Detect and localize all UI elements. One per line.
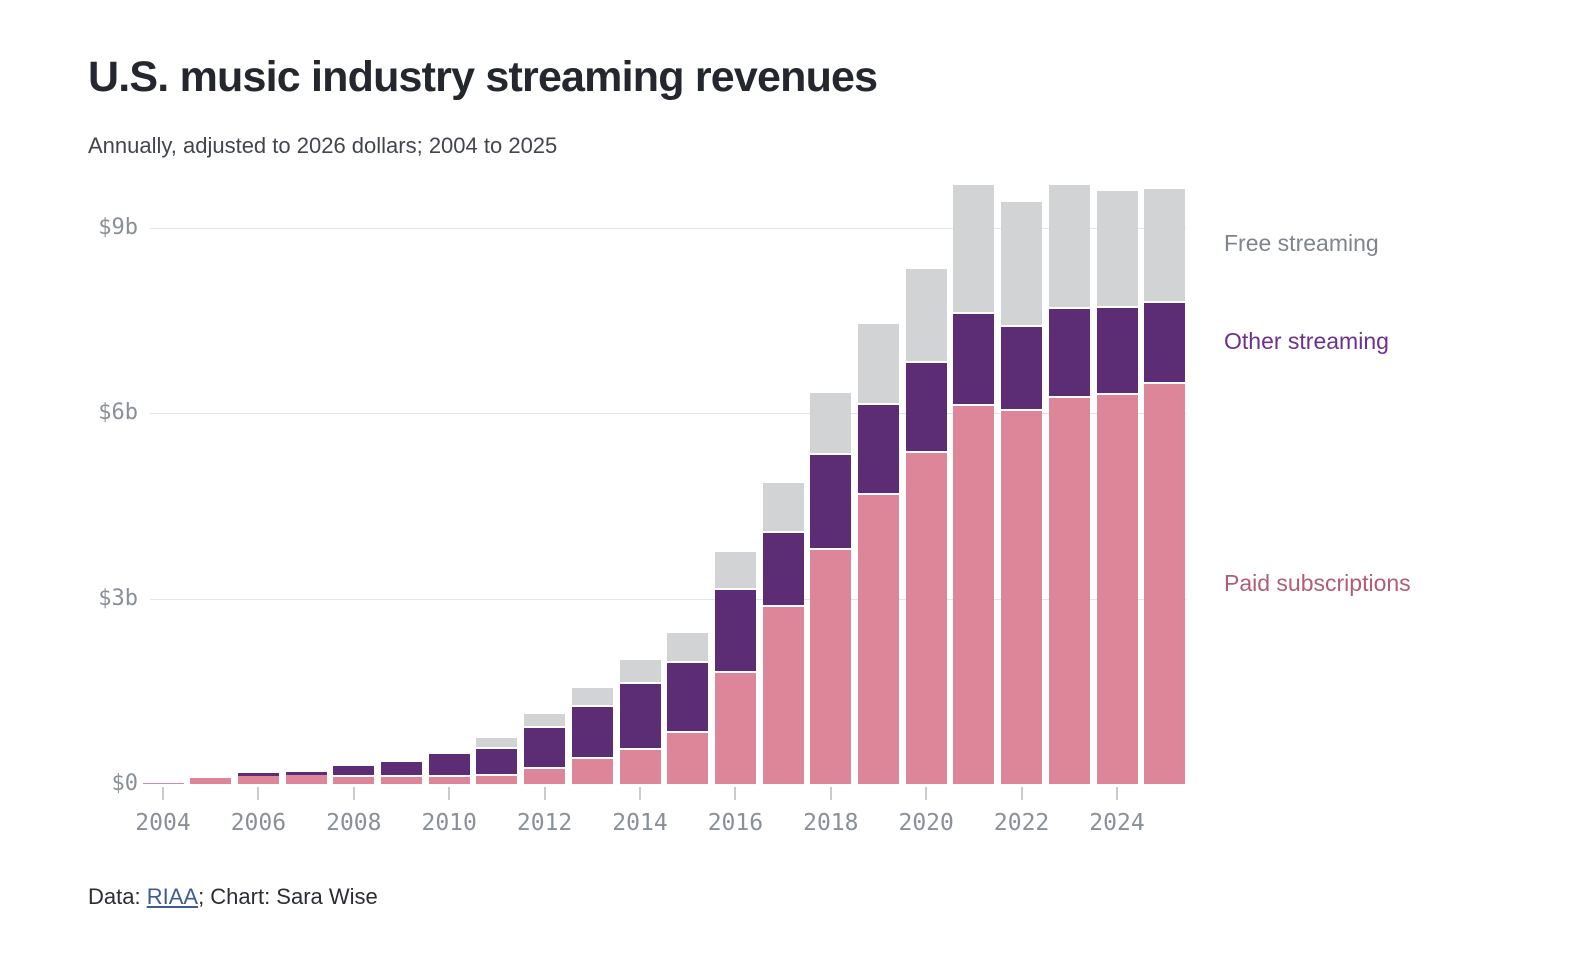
chart-title: U.S. music industry streaming revenues: [88, 53, 878, 101]
bar-segment-free-streaming-2018: [810, 392, 852, 455]
x-tick-label-2010: 2010: [421, 810, 477, 836]
bar-segment-paid-subscriptions-2016: [714, 673, 756, 784]
bar-segment-free-streaming-2015: [667, 632, 709, 664]
x-tick-2020: [925, 787, 928, 800]
bar-segment-other-streaming-2016: [714, 589, 756, 674]
bar-segment-paid-subscriptions-2007: [285, 774, 327, 784]
bar-segment-free-streaming-2011: [476, 738, 518, 749]
bar-segment-other-streaming-2015: [667, 663, 709, 734]
y-tick-label-0: $0: [111, 771, 139, 796]
x-tick-label-2018: 2018: [803, 810, 859, 836]
bar-segment-free-streaming-2014: [619, 659, 661, 684]
bar-segment-other-streaming-2013: [571, 706, 613, 760]
x-tick-2012: [543, 787, 546, 800]
bar-segment-other-streaming-2012: [524, 728, 566, 769]
bar-segment-other-streaming-2017: [762, 533, 804, 608]
gridline-6b: [150, 413, 1186, 415]
legend-paid-subscriptions: Paid subscriptions: [1224, 570, 1411, 596]
x-tick-2018: [829, 787, 832, 800]
bar-segment-free-streaming-2023: [1048, 184, 1090, 310]
bar-segment-paid-subscriptions-2024: [1096, 395, 1138, 784]
bar-segment-paid-subscriptions-2008: [333, 776, 375, 784]
bar-segment-paid-subscriptions-2015: [667, 733, 709, 784]
bar-segment-paid-subscriptions-2018: [810, 549, 852, 784]
bar-segment-paid-subscriptions-2006: [237, 775, 279, 784]
x-tick-2004: [162, 787, 164, 800]
bar-segment-paid-subscriptions-2013: [571, 759, 613, 784]
bar-segment-free-streaming-2021: [953, 184, 995, 315]
bar-segment-other-streaming-2010: [428, 753, 470, 777]
bar-segment-other-streaming-2019: [858, 405, 899, 495]
x-tick-label-2006: 2006: [230, 810, 287, 836]
bar-segment-paid-subscriptions-2005: [190, 777, 232, 784]
bar-segment-free-streaming-2013: [571, 687, 613, 707]
bar-segment-paid-subscriptions-2004: [142, 782, 184, 784]
bar-segment-other-streaming-2020: [905, 362, 947, 453]
bar-segment-paid-subscriptions-2010: [428, 776, 470, 784]
y-tick-label-6b: $6b: [98, 400, 138, 426]
source-link-riaa[interactable]: RIAA: [146, 884, 199, 909]
bar-segment-other-streaming-2023: [1048, 309, 1090, 398]
legend-other-streaming: Other streaming: [1224, 328, 1389, 354]
source-prefix: Data:: [88, 884, 147, 909]
gridline-9b: [150, 227, 1186, 229]
legend-free-streaming: Free streaming: [1224, 230, 1379, 256]
source-line: Data: RIAA; Chart: Sara Wise: [88, 884, 378, 910]
bar-segment-free-streaming-2020: [905, 269, 947, 363]
x-tick-2008: [352, 787, 355, 800]
gridline-3b: [150, 598, 1186, 600]
bar-segment-paid-subscriptions-2023: [1048, 397, 1090, 784]
bar-segment-free-streaming-2019: [858, 324, 899, 406]
x-tick-2016: [734, 787, 737, 800]
bar-segment-paid-subscriptions-2021: [953, 405, 995, 784]
x-tick-label-2012: 2012: [516, 810, 573, 836]
x-tick-label-2020: 2020: [898, 810, 954, 836]
bar-segment-other-streaming-2009: [381, 761, 422, 777]
bar-segment-paid-subscriptions-2017: [762, 607, 804, 784]
bar-segment-other-streaming-2014: [619, 683, 661, 750]
source-suffix: ; Chart: Sara Wise: [198, 884, 378, 909]
x-tick-label-2008: 2008: [326, 810, 382, 836]
y-tick-label-9b: $9b: [98, 214, 138, 240]
bar-segment-paid-subscriptions-2025: [1144, 383, 1186, 784]
bar-segment-other-streaming-2006: [237, 773, 279, 776]
bar-segment-free-streaming-2022: [1001, 202, 1043, 327]
bar-segment-paid-subscriptions-2012: [524, 768, 566, 784]
x-tick-label-2004: 2004: [135, 810, 191, 836]
bar-segment-other-streaming-2007: [285, 771, 327, 775]
x-tick-label-2024: 2024: [1089, 810, 1145, 836]
bar-segment-free-streaming-2025: [1144, 188, 1186, 304]
bar-segment-other-streaming-2024: [1096, 308, 1138, 396]
bar-segment-free-streaming-2016: [714, 551, 756, 590]
x-tick-label-2016: 2016: [707, 810, 764, 836]
x-tick-2010: [448, 787, 451, 800]
chart-subtitle: Annually, adjusted to 2026 dollars; 2004…: [88, 133, 558, 158]
y-tick-label-3b: $3b: [98, 585, 138, 611]
bar-segment-free-streaming-2017: [762, 483, 804, 534]
bar-segment-other-streaming-2018: [810, 454, 852, 550]
bar-segment-paid-subscriptions-2009: [381, 776, 422, 784]
bar-segment-paid-subscriptions-2011: [476, 775, 518, 784]
bar-segment-other-streaming-2008: [333, 766, 375, 777]
bar-segment-paid-subscriptions-2019: [858, 494, 899, 784]
bar-segment-other-streaming-2022: [1001, 326, 1043, 411]
bar-segment-other-streaming-2011: [476, 748, 518, 776]
bar-segment-other-streaming-2025: [1144, 303, 1186, 384]
x-tick-2006: [257, 787, 260, 800]
bar-segment-other-streaming-2021: [953, 314, 995, 406]
bar-segment-free-streaming-2012: [524, 714, 566, 729]
x-tick-2022: [1020, 787, 1023, 800]
x-tick-label-2022: 2022: [993, 810, 1050, 836]
x-tick-label-2014: 2014: [612, 810, 668, 836]
bar-segment-paid-subscriptions-2020: [905, 452, 947, 784]
bar-segment-paid-subscriptions-2014: [619, 750, 661, 784]
bar-segment-paid-subscriptions-2022: [1001, 410, 1043, 784]
bar-segment-free-streaming-2024: [1096, 190, 1138, 309]
x-tick-2024: [1116, 787, 1118, 800]
x-tick-2014: [639, 787, 641, 800]
